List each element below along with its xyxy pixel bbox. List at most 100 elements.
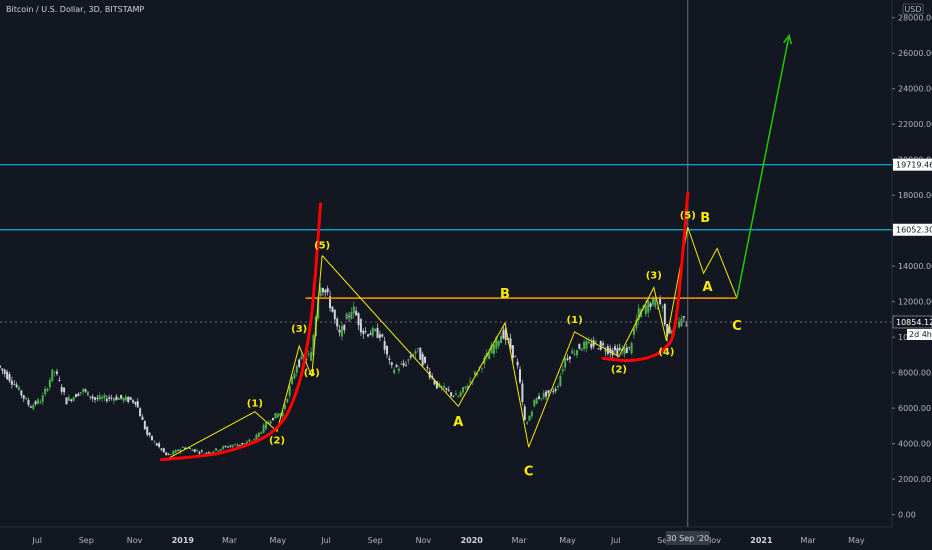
- candle-body: [519, 369, 522, 383]
- resistance-upper-label: 19719.46: [896, 161, 932, 170]
- candle-body: [333, 309, 336, 320]
- candle-body: [331, 306, 334, 312]
- wave-label: A: [703, 280, 713, 295]
- candle-body: [452, 395, 455, 397]
- candle-body: [143, 421, 146, 430]
- candle-body: [545, 391, 548, 397]
- candle-body: [637, 308, 640, 320]
- candle-body: [274, 413, 277, 419]
- candle-body: [464, 386, 467, 388]
- candle-body: [659, 297, 662, 305]
- candle-body: [414, 351, 417, 354]
- candle-body: [89, 396, 92, 398]
- candle-body: [1, 368, 4, 371]
- candle-body: [231, 445, 234, 448]
- candle-body: [307, 354, 310, 355]
- price-tick-label: 18000.00: [898, 191, 932, 200]
- candle-body: [212, 451, 215, 454]
- candle-body: [72, 397, 75, 401]
- candle-body: [272, 417, 275, 421]
- candle-body: [67, 397, 70, 401]
- candle-body: [378, 334, 381, 338]
- candle-body: [74, 394, 77, 398]
- candle-body: [131, 400, 134, 403]
- candle-body: [473, 372, 476, 375]
- candle-body: [96, 398, 99, 400]
- projection-arrow-head: [783, 33, 793, 45]
- price-tick-label: 8000.00: [898, 369, 931, 378]
- candle-body: [628, 346, 631, 348]
- candle-body: [310, 352, 313, 361]
- currency-badge-box: [902, 3, 924, 15]
- candle-body: [312, 335, 315, 356]
- candle-body: [542, 392, 545, 398]
- candle-body: [602, 343, 605, 346]
- candle-body: [136, 401, 139, 408]
- candle-body: [526, 422, 529, 424]
- candle-body: [241, 443, 244, 445]
- candle-body: [359, 319, 362, 333]
- wave-path-projected-abc: [687, 226, 738, 299]
- candle-body: [158, 443, 161, 448]
- wave-label: (4): [304, 368, 320, 379]
- candle-body: [371, 327, 374, 336]
- candle-body: [663, 303, 666, 325]
- wave-label: (2): [269, 436, 285, 447]
- cursor-date-box: [665, 531, 710, 545]
- candle-body: [386, 345, 389, 355]
- candle-body: [459, 392, 462, 397]
- candle-body: [34, 401, 37, 405]
- candle-body: [685, 325, 688, 327]
- candle-body: [670, 330, 673, 335]
- candle-body: [502, 330, 505, 339]
- candle-body: [594, 341, 597, 343]
- candle-body: [462, 387, 465, 393]
- candle-body: [91, 396, 94, 399]
- candle-body: [433, 380, 436, 385]
- candle-body: [583, 341, 586, 350]
- candle-body: [443, 386, 446, 389]
- candle-body: [374, 329, 377, 332]
- candle-body: [229, 445, 232, 447]
- candle-body: [255, 434, 258, 441]
- candle-body: [174, 450, 177, 453]
- candle-body: [236, 444, 239, 447]
- time-tick-label: 2020: [461, 536, 484, 545]
- time-tick-label: Sep: [79, 536, 94, 545]
- candle-body: [495, 337, 498, 349]
- candle-body: [530, 411, 533, 417]
- candle-body: [281, 411, 284, 416]
- time-tick-label: May: [848, 536, 865, 545]
- candle-body: [25, 398, 28, 400]
- cup-curve-cup-2019: [159, 202, 323, 462]
- candle-body: [547, 390, 550, 393]
- candle-body: [186, 448, 189, 450]
- cup-curve-cup-2020: [601, 191, 690, 363]
- candle-body: [60, 386, 63, 392]
- candle-body: [120, 394, 123, 399]
- candle-body: [193, 449, 196, 452]
- candle-body: [419, 347, 422, 360]
- candle-body: [644, 305, 647, 315]
- candle-body: [348, 316, 351, 317]
- countdown-label: 2d 4h: [909, 330, 932, 339]
- time-tick-label: Sep: [657, 536, 672, 545]
- candle-body: [585, 340, 588, 349]
- candle-body: [476, 373, 479, 376]
- candle-body: [350, 312, 353, 319]
- candle-body: [260, 432, 263, 434]
- candle-body: [93, 397, 96, 400]
- candle-body: [127, 397, 130, 403]
- candle-body: [416, 348, 419, 349]
- price-tick-label: 14000.00: [898, 262, 932, 271]
- candle-body: [651, 296, 654, 305]
- wave-label: (2): [611, 365, 627, 376]
- candle-body: [305, 358, 308, 360]
- candle-body: [41, 395, 44, 402]
- candle-body: [217, 450, 220, 452]
- candle-body: [65, 397, 68, 405]
- candle-body: [564, 358, 567, 368]
- cursor-date-label: 30 Sep '20: [666, 534, 709, 543]
